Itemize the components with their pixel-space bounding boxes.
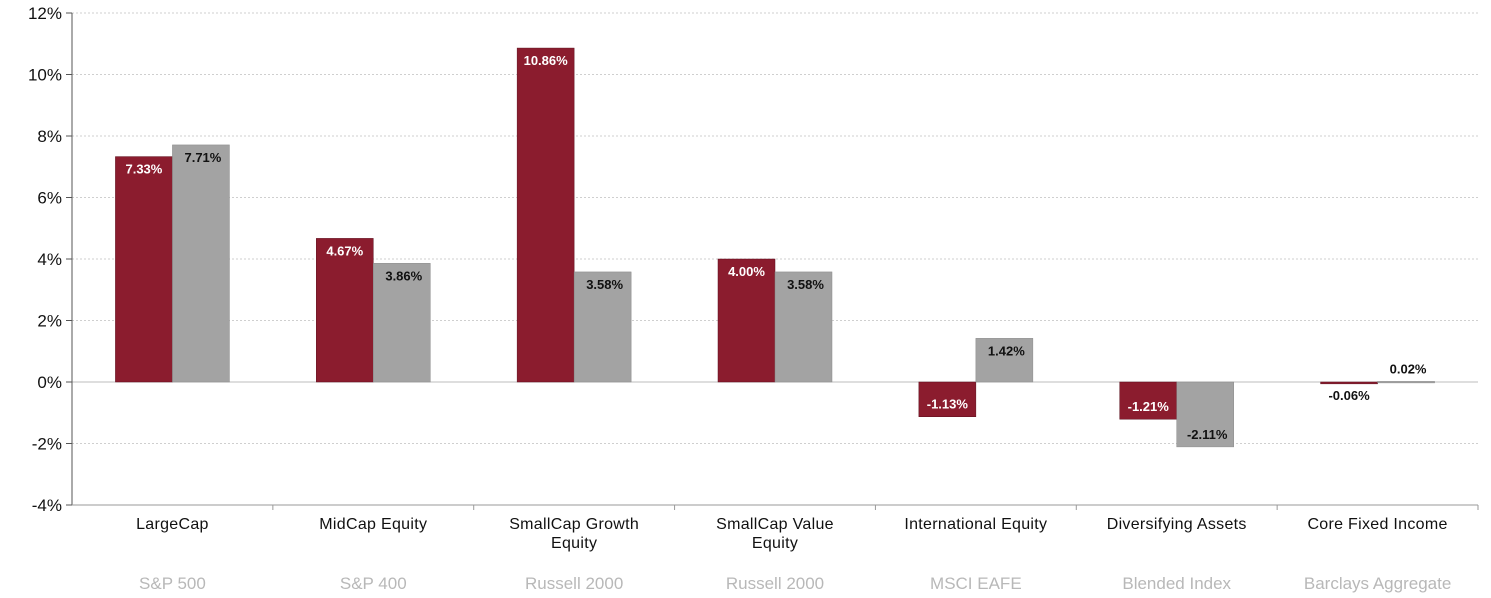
y-tick-label: 6% (37, 189, 62, 208)
x-category-label: LargeCap (136, 516, 209, 533)
data-label: 1.42% (988, 343, 1025, 358)
bar (516, 47, 575, 383)
y-tick-label: 4% (37, 250, 62, 269)
data-label: -1.13% (927, 397, 969, 412)
x-category-label: SmallCap Value (716, 516, 834, 533)
x-category-label: SmallCap Growth (509, 516, 639, 533)
benchmark-index-label: MSCI EAFE (930, 574, 1022, 593)
bar (573, 271, 632, 383)
data-label: 0.02% (1390, 361, 1427, 376)
bar (1176, 381, 1234, 448)
data-label: 3.58% (586, 277, 623, 292)
benchmark-index-label: Russell 2000 (726, 574, 824, 593)
data-label: -2.11% (1187, 427, 1228, 442)
x-category-label: MidCap Equity (319, 516, 427, 533)
x-category-label: Core Fixed Income (1307, 516, 1447, 533)
benchmark-index-label: Russell 2000 (525, 574, 623, 593)
x-category-label: Diversifying Assets (1107, 516, 1247, 533)
data-label: 4.67% (326, 243, 363, 258)
bar (373, 263, 431, 383)
y-tick-label: -4% (32, 496, 62, 515)
x-category-label: International Equity (904, 516, 1047, 533)
data-label: 3.58% (787, 277, 824, 292)
benchmark-index-label: Barclays Aggregate (1304, 574, 1451, 593)
bar (1377, 381, 1435, 384)
data-label: 4.00% (728, 264, 765, 279)
bar (172, 144, 230, 383)
y-tick-label: 2% (37, 312, 62, 331)
data-label: 7.71% (184, 150, 221, 165)
bars (115, 47, 1435, 448)
x-axis: LargeCap S&P 500 MidCap Equity S&P 400 Small… (72, 504, 1479, 593)
data-labels: 7.33% 4.67% 10.86% 4.00% -1.13% -1.21% -0.06% 7… (125, 53, 1426, 442)
y-tick-label: 0% (37, 373, 62, 392)
data-label: -1.21% (1128, 399, 1170, 414)
data-label: -0.06% (1328, 388, 1370, 403)
y-axis: -4% -2% 0% 2% 4% 6% 8% 10% 12% (28, 4, 73, 515)
data-label: 3.86% (385, 268, 422, 283)
bar (115, 156, 173, 383)
x-category-label: Equity (551, 535, 597, 552)
y-tick-label: 12% (28, 4, 62, 23)
bar (918, 381, 977, 417)
benchmark-index-label: S&P 500 (139, 574, 206, 593)
bar (316, 238, 374, 383)
x-category-label: Equity (752, 535, 798, 552)
y-tick-label: 8% (37, 127, 62, 146)
bar (1119, 381, 1177, 420)
benchmark-index-label: S&P 400 (340, 574, 407, 593)
bar (717, 258, 776, 383)
y-tick-label: 10% (28, 66, 62, 85)
bar (975, 338, 1034, 383)
benchmark-index-label: Blended Index (1122, 574, 1231, 593)
data-label: 10.86% (524, 53, 569, 68)
data-label: 7.33% (125, 162, 162, 177)
y-tick-label: -2% (32, 435, 62, 454)
bar (774, 271, 833, 383)
bar (1320, 381, 1378, 385)
